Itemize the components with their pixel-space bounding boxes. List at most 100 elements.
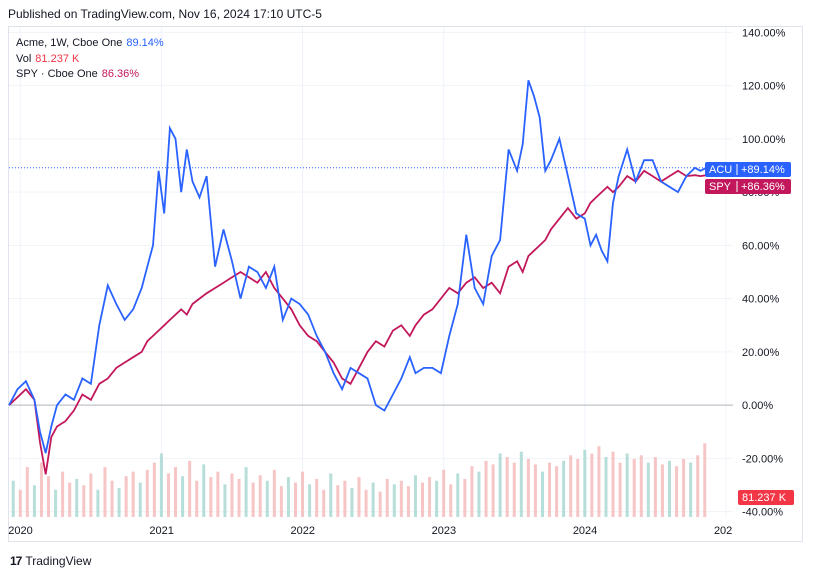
legend-spy-value: 86.36% (101, 68, 140, 80)
volume-bar (152, 462, 156, 517)
volume-bar (272, 469, 276, 517)
volume-bar (378, 491, 382, 517)
volume-bar (703, 443, 707, 517)
volume-bar (230, 473, 234, 517)
volume-bar (413, 475, 417, 517)
chart-frame (8, 26, 803, 542)
x-tick-label: 202 (714, 525, 732, 537)
volume-bar (583, 449, 587, 517)
volume-bar (646, 462, 650, 517)
volume-bar (442, 469, 446, 517)
volume-bar (216, 471, 220, 517)
volume-bar (618, 462, 622, 517)
volume-bar (265, 480, 269, 517)
volume-bar (145, 469, 149, 517)
volume-bar (555, 466, 559, 517)
acu-badge-bg (705, 162, 791, 177)
volume-bar (293, 482, 297, 517)
acu-badge-name: ACU (709, 164, 732, 176)
spy-price-badge: SPY +86.36% (705, 179, 791, 194)
volume-bar (421, 482, 425, 517)
volume-bar (611, 451, 615, 517)
volume-bar (39, 462, 43, 517)
volume-bar (463, 478, 467, 517)
volume-bar (477, 471, 481, 517)
volume-bar (54, 489, 58, 517)
volume-bar (371, 482, 375, 517)
volume-bar (202, 464, 206, 517)
volume-bar (399, 480, 403, 517)
volume-bar (491, 464, 495, 517)
legend-spy-label: SPY · Cboe One (16, 68, 98, 80)
y-tick-label: -20.00% (742, 453, 783, 465)
volume-bar (660, 464, 664, 517)
volume-bar (667, 460, 671, 517)
volume-bar (61, 471, 65, 517)
volume-bar (96, 489, 100, 517)
volume-bar (25, 467, 29, 517)
volume-bar (449, 484, 453, 517)
volume-bar (639, 455, 643, 517)
volume-bar (166, 473, 170, 517)
volume-bar (315, 478, 319, 517)
volume-bar (604, 457, 608, 517)
volume-bar (682, 458, 686, 517)
x-tick-label: 2021 (149, 525, 173, 537)
volume-bar (68, 482, 72, 517)
volume-bar (75, 478, 79, 517)
volume-badge-value: 81.237 K (742, 492, 787, 504)
volume-bar (181, 476, 185, 517)
footer-brand[interactable]: TradingView (25, 554, 92, 568)
volume-bar (209, 477, 213, 517)
volume-bar (548, 462, 552, 517)
volume-bar (406, 486, 410, 517)
legend-main-label: Acme, 1W, Cboe One (16, 37, 123, 49)
volume-bar (484, 460, 488, 517)
volume-bar (435, 480, 439, 517)
volume-bar (428, 477, 432, 517)
volume-bar (279, 486, 283, 517)
volume-bar (11, 480, 15, 517)
volume-bar (625, 453, 629, 517)
volume-bar (110, 480, 114, 517)
volume-bar (533, 464, 537, 517)
volume-bar (526, 458, 530, 517)
volume-bar (689, 462, 693, 517)
volume-bar (131, 471, 135, 517)
legend-main[interactable]: Acme, 1W, Cboe One 89.14% (16, 36, 164, 52)
volume-bar (675, 466, 679, 517)
legend-volume-value: 81.237 K (35, 52, 80, 65)
volume-bar (237, 478, 241, 517)
volume-bar (385, 478, 389, 517)
legend-spy[interactable]: SPY · Cboe One 86.36% (16, 67, 164, 83)
y-tick-label: 40.00% (742, 294, 780, 306)
acu-series-line (8, 80, 707, 454)
volume-bar (350, 487, 354, 517)
y-tick-label: 0.00% (742, 400, 773, 412)
x-axis: 2020 2021 2022 2023 2024 202 (8, 525, 732, 537)
volume-bar (301, 471, 305, 517)
volume-bar (89, 473, 93, 517)
legend-volume[interactable]: Vol 81.237 K (16, 52, 164, 68)
x-tick-label: 2022 (291, 525, 315, 537)
spy-series-line (8, 169, 707, 475)
tradingview-logo-icon[interactable]: 17 (10, 554, 22, 568)
volume-bar (364, 489, 368, 517)
volume-bar (244, 467, 248, 517)
x-tick-label: 2020 (8, 525, 32, 537)
volume-bar (562, 460, 566, 517)
volume-bar (174, 467, 178, 517)
publish-info: Published on TradingView.com, Nov 16, 20… (8, 7, 322, 21)
volume-bar (540, 471, 544, 517)
y-axis: 140.00%120.00%100.00%80.00%60.00%40.00%2… (742, 27, 786, 518)
volume-bar (343, 480, 347, 517)
volume-bar (470, 466, 474, 517)
volume-bar (696, 455, 700, 517)
spy-badge-name: SPY (709, 181, 732, 193)
volume-bar (103, 467, 107, 517)
x-tick-label: 2024 (573, 525, 597, 537)
spy-badge-value: +86.36% (741, 181, 785, 193)
y-tick-label: 120.00% (742, 81, 786, 93)
chart-legend: Acme, 1W, Cboe One 89.14% Vol 81.237 K SPY… (16, 36, 164, 83)
